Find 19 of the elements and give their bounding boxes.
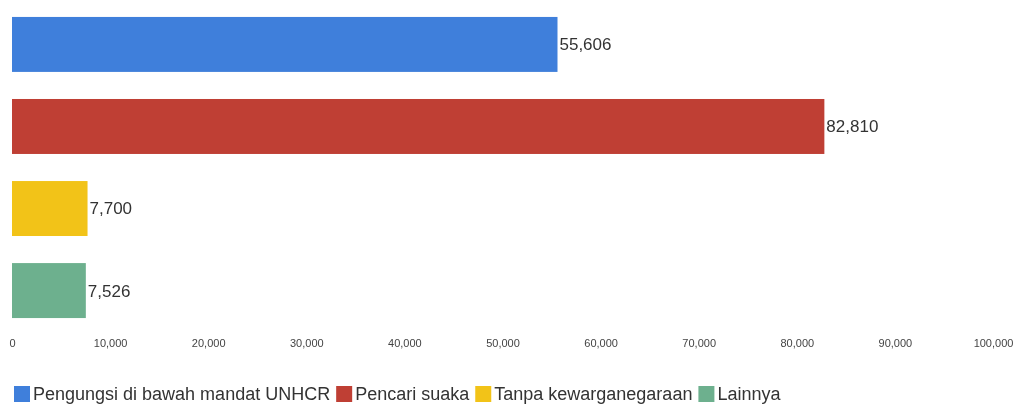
data-label: 55,606	[559, 35, 612, 55]
x-tick-label: 90,000	[878, 336, 913, 349]
x-tick-label: 100,000	[973, 336, 1014, 349]
x-tick-label: 30,000	[289, 336, 324, 349]
data-label: 7,526	[87, 281, 131, 301]
x-tick-label: 20,000	[191, 336, 226, 349]
data-label: 7,700	[89, 199, 133, 219]
x-tick-label: 70,000	[682, 336, 717, 349]
legend-label: Tanpa kewarganegaraan	[494, 384, 693, 405]
x-tick-label: 50,000	[486, 336, 520, 349]
x-tick-label: 10,000	[93, 336, 128, 349]
legend-label: Lainnya	[717, 384, 782, 405]
x-tick-label: 0	[9, 336, 16, 349]
x-tick-label: 60,000	[584, 336, 618, 349]
legend-label: Pengungsi di bawah mandat UNHCR	[33, 384, 331, 405]
legend-label: Pencari suaka	[355, 384, 471, 405]
x-tick-label: 40,000	[388, 336, 422, 349]
x-tick-label: 80,000	[780, 336, 815, 349]
data-label: 82,810	[826, 117, 879, 137]
